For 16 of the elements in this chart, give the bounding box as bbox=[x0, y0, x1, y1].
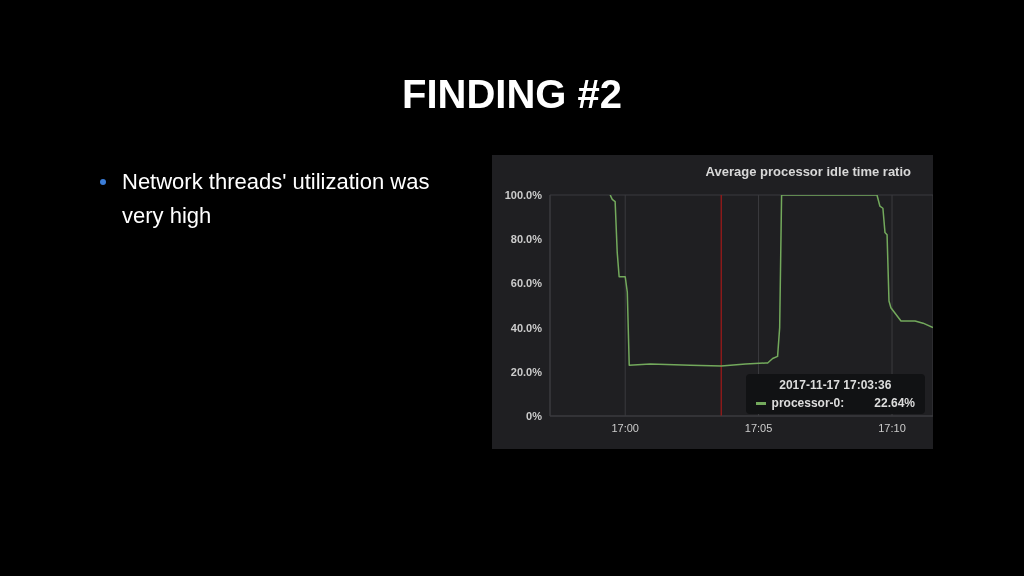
chart-title: FINDING #2 bbox=[400, 72, 623, 117]
y-tick-label: 40.0% bbox=[510, 321, 543, 334]
x-tick-label: 17:00 bbox=[611, 421, 639, 434]
chart-subtitle: Average processor idle time ratio bbox=[705, 164, 911, 179]
y-tick-label: 100.0% bbox=[504, 188, 543, 201]
annotation: 2017-11-17 17:03:36 bbox=[778, 377, 893, 393]
annotation: 22.64% bbox=[874, 395, 915, 411]
x-tick-label: 17:10 bbox=[878, 421, 906, 434]
y-tick-label: 20.0% bbox=[510, 365, 543, 378]
x-tick-label: 17:05 bbox=[744, 421, 773, 434]
y-tick-label: 0% bbox=[526, 409, 543, 422]
legend-label: processor-0: bbox=[771, 395, 845, 411]
y-tick-label: 80.0% bbox=[510, 233, 543, 246]
y-tick-label: 60.0% bbox=[510, 277, 543, 290]
text: Network threads' utilization was very high bbox=[122, 168, 431, 230]
line-series bbox=[609, 195, 933, 367]
